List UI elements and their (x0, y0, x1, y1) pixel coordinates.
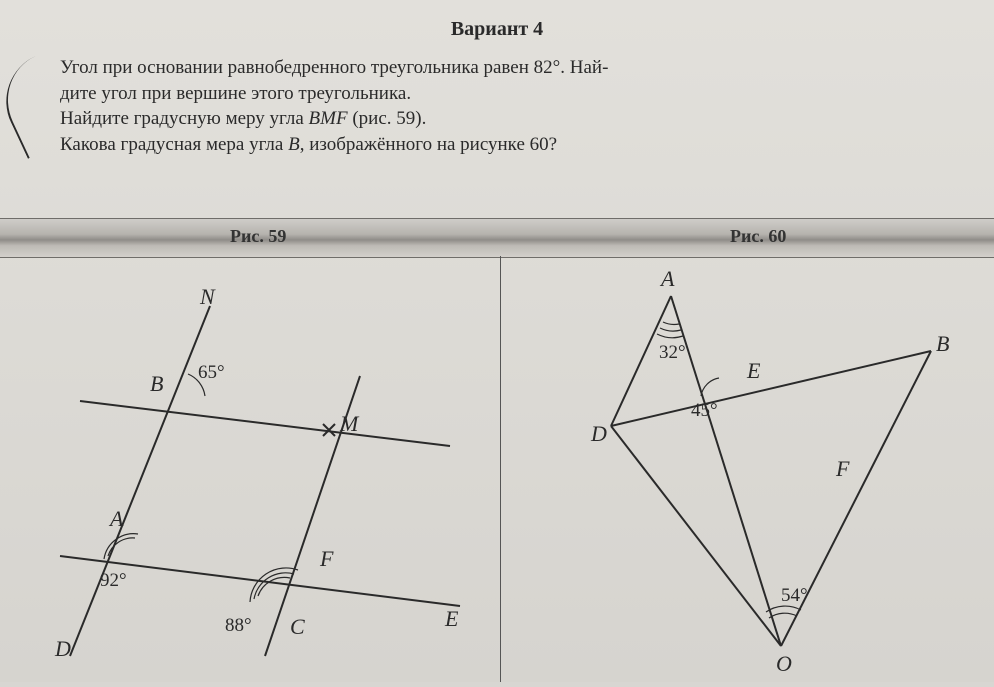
figure-label-bar: Рис. 59 Рис. 60 (0, 218, 994, 258)
label-o: O (776, 651, 792, 676)
arc-e (701, 378, 719, 396)
arc-c-1 (258, 577, 290, 596)
problem-line-4: Какова градусная мера угла B, изображённ… (60, 132, 954, 158)
label-c: C (290, 614, 305, 639)
line-dn (70, 306, 210, 656)
problem-text: Угол при основании равнобедренного треуг… (0, 41, 994, 168)
text: Какова градусная мера угла (60, 134, 288, 155)
label-b: B (150, 371, 163, 396)
label-a: A (659, 266, 675, 291)
figure-59: N B M A F D C E 65° 92° 88° (0, 256, 500, 682)
fig60-caption: Рис. 60 (700, 226, 816, 247)
problem-line-3: Найдите градусную меру угла BMF (рис. 59… (60, 106, 954, 132)
label-a: A (108, 506, 124, 531)
arc-a-1 (663, 322, 679, 324)
problem-line-2: дите угол при вершине этого треугольника… (60, 81, 954, 107)
label-n: N (199, 284, 216, 309)
arc-a-3 (657, 334, 683, 338)
label-d: D (54, 636, 71, 661)
page: Вариант 4 Угол при основании равнобедрен… (0, 0, 994, 682)
label-m: M (339, 411, 360, 436)
angle-a-92: 92° (100, 570, 127, 591)
label-b: B (936, 331, 949, 356)
angle-e-45: 45° (691, 400, 718, 421)
line-bm (80, 401, 450, 446)
arc-o-1 (769, 613, 797, 618)
label-f: F (319, 546, 334, 571)
text: Найдите градусную меру угла (60, 108, 309, 129)
problem-line-1: Угол при основании равнобедренного треуг… (60, 55, 954, 81)
figure-60: A B E D F O 32° 45° 54° (501, 256, 994, 682)
text: , изображённого на рисунке 60? (300, 134, 557, 155)
arc-o-2 (766, 606, 801, 612)
label-d: D (590, 421, 607, 446)
fig59-caption: Рис. 59 (200, 226, 316, 247)
fig60-svg: A B E D F O 32° 45° 54° (501, 256, 994, 682)
angle-name-bmf: BMF (309, 108, 348, 129)
label-f: F (835, 456, 850, 481)
variant-title: Вариант 4 (0, 0, 994, 41)
line-ao (671, 296, 781, 646)
angle-c-88: 88° (225, 615, 252, 636)
label-e: E (444, 606, 459, 631)
angle-b-65: 65° (198, 362, 225, 383)
fig59-svg: N B M A F D C E 65° 92° 88° (0, 256, 500, 682)
text: (рис. 59). (348, 108, 427, 129)
arc-a-2 (660, 328, 681, 331)
angle-o-54: 54° (781, 585, 808, 606)
label-e: E (746, 358, 761, 383)
line-do (611, 426, 781, 646)
angle-name-b: B (288, 134, 300, 155)
angle-a-32: 32° (659, 342, 686, 363)
